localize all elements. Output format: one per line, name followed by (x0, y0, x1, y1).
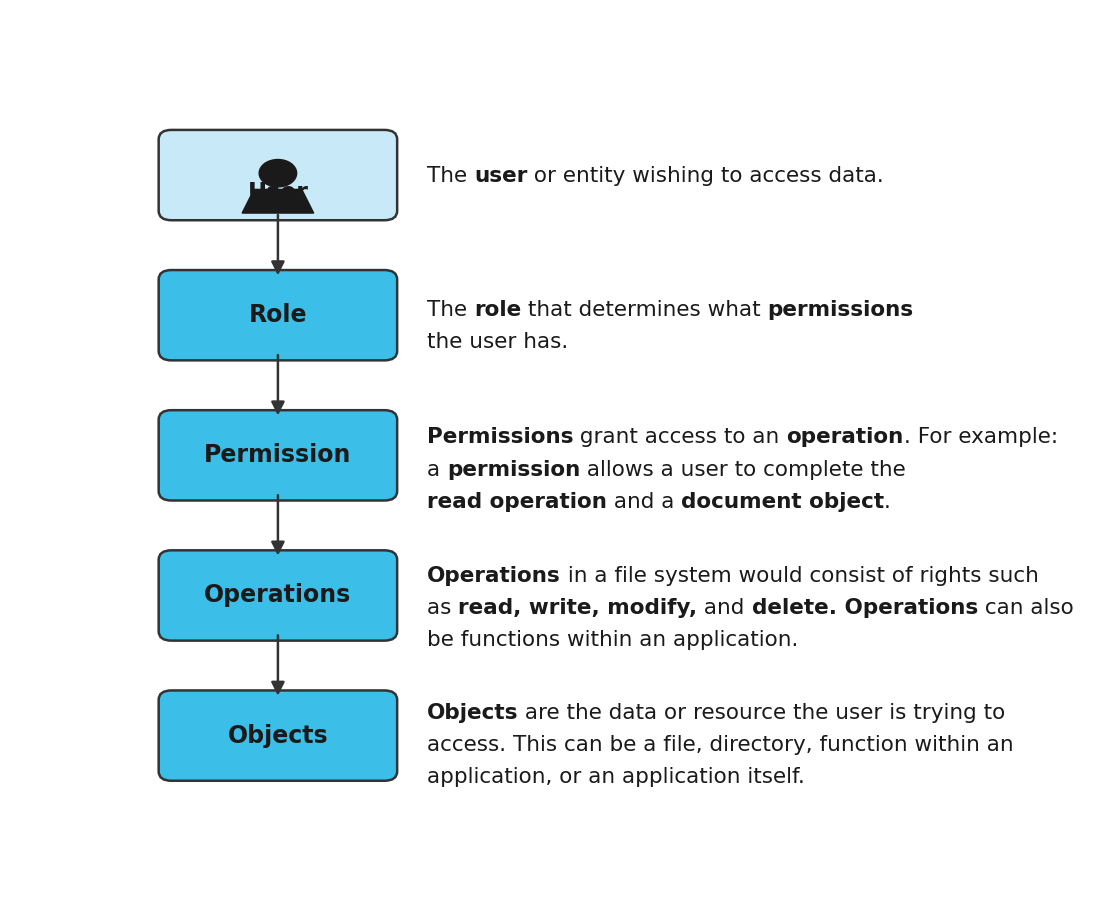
Text: Operations: Operations (204, 583, 352, 608)
Text: .: . (885, 492, 891, 512)
Text: permission: permission (447, 460, 580, 480)
Text: operation: operation (787, 428, 903, 447)
Text: as: as (426, 598, 458, 618)
Text: Objects: Objects (227, 724, 329, 748)
Text: delete. Operations: delete. Operations (752, 598, 978, 618)
Text: Operations: Operations (426, 566, 560, 586)
Text: can also: can also (978, 598, 1074, 618)
Text: user: user (474, 165, 528, 186)
Text: access. This can be a file, directory, function within an: access. This can be a file, directory, f… (426, 735, 1013, 755)
Text: permissions: permissions (768, 300, 914, 320)
Text: read operation: read operation (426, 492, 607, 512)
Text: role: role (474, 300, 521, 320)
Text: Role: Role (248, 303, 307, 327)
Polygon shape (242, 189, 313, 213)
Text: The: The (426, 300, 474, 320)
FancyBboxPatch shape (158, 270, 397, 360)
FancyBboxPatch shape (158, 130, 397, 220)
Text: Permission: Permission (204, 443, 352, 467)
FancyBboxPatch shape (158, 690, 397, 781)
Text: read, write, modify,: read, write, modify, (458, 598, 698, 618)
Text: and: and (698, 598, 752, 618)
Text: grant access to an: grant access to an (574, 428, 787, 447)
Text: Objects: Objects (426, 703, 519, 723)
FancyBboxPatch shape (158, 410, 397, 501)
Text: . For example:: . For example: (903, 428, 1058, 447)
FancyBboxPatch shape (158, 550, 397, 641)
Text: Permissions: Permissions (426, 428, 574, 447)
Text: are the data or resource the user is trying to: are the data or resource the user is try… (519, 703, 1006, 723)
Text: allows a user to complete the: allows a user to complete the (580, 460, 906, 480)
Text: in a file system would consist of rights such: in a file system would consist of rights… (560, 566, 1039, 586)
Text: the user has.: the user has. (426, 332, 568, 352)
Text: The: The (426, 165, 474, 186)
Text: be functions within an application.: be functions within an application. (426, 631, 798, 651)
Circle shape (259, 160, 297, 186)
Text: document object: document object (681, 492, 885, 512)
Text: a: a (426, 460, 447, 480)
Text: application, or an application itself.: application, or an application itself. (426, 768, 804, 787)
Text: or entity wishing to access data.: or entity wishing to access data. (528, 165, 884, 186)
Text: and a: and a (607, 492, 681, 512)
Text: that determines what: that determines what (521, 300, 768, 320)
Text: User: User (247, 180, 309, 205)
